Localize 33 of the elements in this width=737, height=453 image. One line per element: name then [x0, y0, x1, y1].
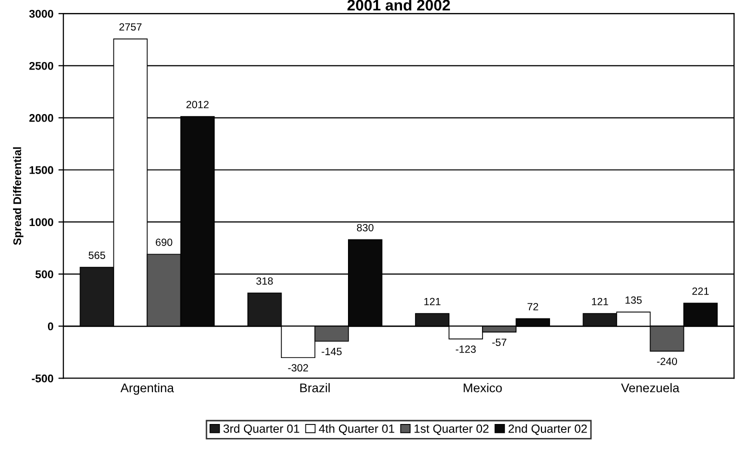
- data-label: 690: [156, 238, 172, 246]
- data-label: 830: [356, 224, 374, 232]
- data-label: 318: [256, 277, 273, 285]
- data-label: 121: [592, 298, 608, 306]
- y-tick-label: 1500: [30, 166, 54, 174]
- data-label: 2012: [186, 100, 209, 108]
- data-label: -302: [288, 364, 308, 372]
- x-tick-label: Mexico: [464, 383, 502, 392]
- x-tick-label: Argentina: [120, 383, 174, 395]
- y-tick-label: 1000: [30, 218, 54, 226]
- data-label: -145: [322, 348, 342, 356]
- y-tick-label: -500: [32, 374, 54, 382]
- data-label: 221: [692, 287, 709, 295]
- y-tick-label: 2000: [29, 114, 54, 122]
- data-label: -240: [657, 358, 678, 366]
- data-label: 2757: [119, 23, 142, 31]
- legend-label: 1st Quarter 02: [414, 424, 489, 435]
- x-tick-label: Brazil: [300, 383, 330, 392]
- data-label: 121: [424, 298, 440, 306]
- data-label: -57: [492, 338, 506, 346]
- legend-label: 3rd Quarter 01: [223, 424, 300, 435]
- data-label: 565: [88, 252, 106, 259]
- data-label: 135: [626, 296, 642, 304]
- y-tick-label: 3000: [29, 10, 54, 18]
- x-tick-label: Venezuela: [621, 383, 680, 392]
- data-label: 72: [528, 302, 538, 310]
- y-tick-label: 2500: [29, 62, 54, 70]
- legend-label: 2nd Quarter 02: [508, 424, 587, 435]
- y-axis-title: Spread Differential: [13, 147, 24, 245]
- data-label: -123: [456, 346, 476, 353]
- legend-label: 4th Quarter 01: [318, 424, 394, 435]
- y-tick-label: 0: [48, 322, 54, 330]
- y-tick-label: 500: [35, 270, 54, 278]
